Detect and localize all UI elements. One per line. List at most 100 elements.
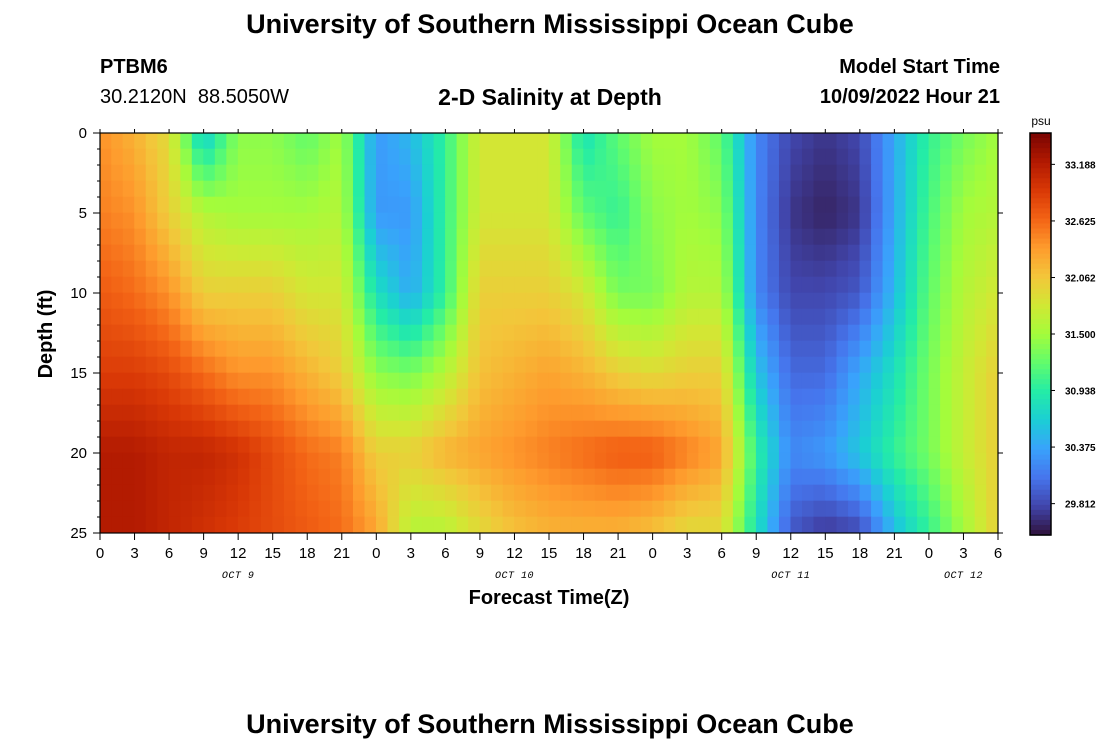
- colorbar-swatch: [1030, 339, 1051, 345]
- y-axis-title: Depth (ft): [35, 290, 57, 379]
- heatmap-cell: [721, 148, 734, 166]
- heatmap-cell: [111, 516, 124, 534]
- heatmap-cell: [583, 196, 596, 214]
- heatmap-cell: [629, 484, 642, 502]
- heatmap-cell: [376, 244, 389, 262]
- heatmap-cell: [514, 180, 527, 198]
- colorbar-swatch: [1030, 183, 1051, 189]
- heatmap-cell: [168, 372, 181, 390]
- heatmap-cell: [640, 148, 653, 166]
- heatmap-cell: [871, 164, 884, 182]
- colorbar-swatch: [1030, 334, 1051, 340]
- heatmap-cell: [226, 132, 239, 150]
- heatmap-cell: [122, 388, 135, 406]
- heatmap-cell: [848, 484, 861, 502]
- heatmap-cell: [686, 244, 699, 262]
- heatmap-cell: [410, 500, 423, 518]
- heatmap-cell: [813, 196, 826, 214]
- heatmap-cell: [203, 404, 216, 422]
- heatmap-cell: [468, 372, 481, 390]
- heatmap-cell: [295, 244, 308, 262]
- heatmap-cell: [537, 276, 550, 294]
- heatmap-cell: [180, 196, 193, 214]
- heatmap-cell: [352, 244, 366, 262]
- heatmap-cell: [894, 468, 907, 486]
- heatmap-cell: [364, 420, 377, 438]
- heatmap-cell: [134, 276, 147, 294]
- heatmap-cell: [801, 324, 815, 342]
- heatmap-cell: [376, 164, 389, 182]
- heatmap-cell: [905, 148, 918, 166]
- heatmap-cell: [825, 420, 838, 438]
- heatmap-cell: [917, 420, 930, 438]
- heatmap-cell: [709, 324, 722, 342]
- heatmap-cell: [157, 356, 170, 374]
- heatmap-cell: [410, 260, 423, 278]
- heatmap-cell: [479, 292, 492, 310]
- heatmap-cell: [986, 180, 999, 198]
- colorbar-swatch: [1030, 414, 1051, 421]
- heatmap-cell: [237, 244, 250, 262]
- heatmap-cell: [329, 212, 343, 230]
- heatmap-cell: [422, 468, 435, 486]
- heatmap-cell: [399, 164, 412, 182]
- heatmap-cell: [859, 276, 872, 294]
- heatmap-cell: [859, 484, 872, 502]
- heatmap-cell: [940, 420, 953, 438]
- heatmap-cell: [744, 468, 757, 486]
- heatmap-cell: [352, 148, 366, 166]
- heatmap-cell: [848, 404, 861, 422]
- heatmap-cell: [283, 468, 297, 486]
- heatmap-cell: [479, 164, 492, 182]
- heatmap-cell: [295, 436, 308, 454]
- heatmap-cell: [548, 228, 561, 246]
- heatmap-cell: [214, 164, 227, 182]
- heatmap-cell: [237, 340, 250, 358]
- heatmap-cell: [237, 212, 250, 230]
- heatmap-cell: [813, 356, 826, 374]
- heatmap-cell: [502, 148, 515, 166]
- heatmap-cell: [329, 244, 343, 262]
- x-tick-label: 3: [130, 545, 138, 562]
- heatmap-cell: [525, 260, 538, 278]
- heatmap-cell: [272, 404, 285, 422]
- heatmap-cell: [445, 260, 458, 278]
- heatmap-cell: [848, 148, 861, 166]
- heatmap-cell: [410, 516, 423, 534]
- heatmap: [99, 132, 999, 534]
- heatmap-cell: [675, 500, 688, 518]
- heatmap-cell: [352, 196, 366, 214]
- heatmap-cell: [514, 276, 527, 294]
- heatmap-cell: [721, 340, 734, 358]
- heatmap-cell: [514, 148, 527, 166]
- heatmap-cell: [433, 212, 446, 230]
- heatmap-cell: [479, 500, 492, 518]
- heatmap-cell: [848, 420, 861, 438]
- heatmap-cell: [422, 452, 435, 470]
- heatmap-cell: [951, 180, 964, 198]
- heatmap-cell: [433, 404, 446, 422]
- heatmap-cell: [617, 164, 630, 182]
- heatmap-cell: [341, 420, 354, 438]
- heatmap-cell: [732, 276, 746, 294]
- heatmap-cell: [974, 516, 987, 534]
- heatmap-cell: [122, 276, 135, 294]
- heatmap-cell: [882, 484, 895, 502]
- heatmap-cell: [306, 420, 320, 438]
- heatmap-cell: [882, 324, 895, 342]
- heatmap-cell: [640, 372, 653, 390]
- heatmap-cell: [410, 420, 423, 438]
- heatmap-cell: [456, 516, 469, 534]
- heatmap-cell: [260, 292, 273, 310]
- heatmap-cell: [721, 196, 734, 214]
- heatmap-cell: [801, 404, 815, 422]
- heatmap-cell: [525, 404, 538, 422]
- heatmap-cell: [134, 500, 147, 518]
- heatmap-cell: [283, 324, 297, 342]
- x-tick-label: 15: [817, 545, 834, 562]
- colorbar-swatch: [1030, 278, 1051, 285]
- heatmap-cell: [249, 468, 262, 486]
- heatmap-cell: [640, 452, 653, 470]
- heatmap-cell: [99, 180, 112, 198]
- heatmap-cell: [145, 260, 158, 278]
